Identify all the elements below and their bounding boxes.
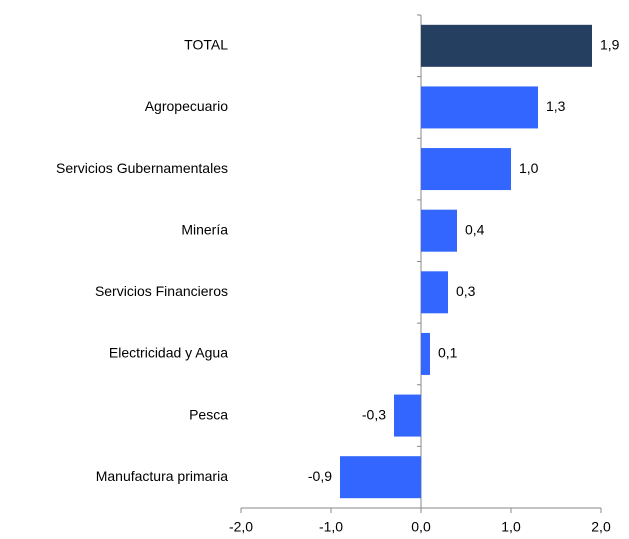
category-label: TOTAL: [184, 37, 228, 53]
bar: [421, 148, 511, 191]
value-label: 0,4: [465, 221, 485, 237]
x-tick-label: 2,0: [591, 519, 611, 535]
x-tick-label: 1,0: [501, 519, 521, 535]
category-label: Servicios Gubernamentales: [56, 160, 228, 176]
x-tick-label: -1,0: [319, 519, 343, 535]
x-tick-label: 0,0: [411, 519, 431, 535]
bar: [421, 271, 448, 314]
bar: [421, 332, 430, 375]
category-label: Pesca: [189, 406, 228, 422]
category-label: Electricidad y Agua: [109, 345, 228, 361]
value-label: -0,3: [362, 406, 386, 422]
value-label: 0,3: [456, 283, 476, 299]
bar: [340, 456, 421, 499]
category-label: Agropecuario: [145, 98, 228, 114]
bar: [394, 394, 421, 437]
value-label: 1,3: [546, 98, 566, 114]
category-label: Minería: [181, 221, 228, 237]
value-label: 0,1: [438, 345, 458, 361]
category-label: Manufactura primaria: [96, 468, 228, 484]
value-label: 1,0: [519, 160, 539, 176]
value-label: 1,9: [600, 37, 620, 53]
bar: [421, 24, 592, 67]
bar: [421, 86, 538, 129]
category-label: Servicios Financieros: [95, 283, 228, 299]
bar: [421, 209, 457, 252]
value-label: -0,9: [308, 468, 332, 484]
x-tick-label: -2,0: [229, 519, 253, 535]
